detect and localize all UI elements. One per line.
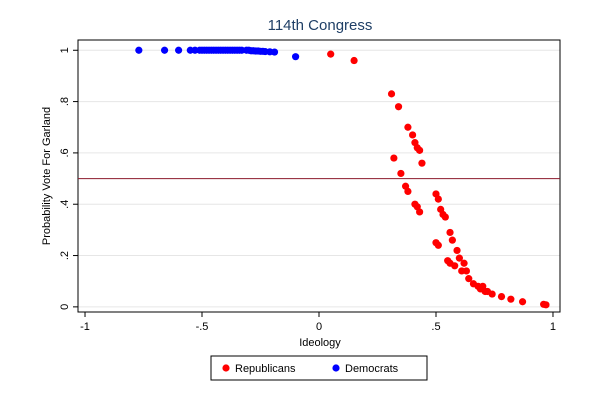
x-tick-label: 1 [550,321,556,333]
legend-box [210,355,428,381]
point-democrats [160,46,169,54]
point-republicans [465,275,473,283]
gridlines [78,49,560,308]
point-republicans [448,236,456,244]
point-republicans [453,246,461,255]
point-republicans [350,56,358,65]
y-tick-label: .2 [59,251,71,260]
plot-area [77,39,561,313]
legend: Republicans Democrats [210,355,428,381]
x-tick-label: -.5 [196,321,209,333]
data-points [135,46,550,309]
x-axis-label: Ideology [299,337,341,349]
point-republicans [394,103,403,111]
y-axis-label: Probability Vote For Garland [41,107,53,245]
point-republicans [418,159,426,167]
y-tick-label: 1 [59,47,71,53]
point-democrats [270,48,279,56]
x-axis-ticks: -1 -.5 0 .5 1 [80,312,556,333]
point-republicans [408,131,417,139]
legend-marker-republicans [222,364,230,372]
y-axis-ticks: 0 .2 .4 .6 .8 1 [59,47,78,310]
y-tick-label: .4 [59,200,71,209]
y-tick-label: .6 [59,148,71,157]
point-republicans [404,187,412,195]
point-republicans [542,301,550,309]
point-democrats [292,53,300,61]
point-republicans [441,213,449,221]
legend-label-democrats: Democrats [345,363,399,375]
point-republicans [462,267,471,275]
point-republicans [397,169,405,178]
point-republicans [416,208,424,216]
point-republicans [416,146,424,154]
x-tick-label: .5 [431,321,440,333]
point-republicans [460,259,468,267]
point-democrats [175,46,183,54]
point-republicans [488,290,496,298]
legend-label-republicans: Republicans [235,363,296,375]
point-republicans [387,90,396,98]
y-tick-label: 0 [59,304,71,310]
point-republicans [434,241,442,249]
y-tick-label: .8 [59,97,71,106]
point-republicans [497,293,506,301]
point-republicans [518,298,527,306]
x-tick-label: -1 [80,321,90,333]
point-republicans [455,254,463,262]
point-republicans [446,228,454,237]
point-republicans [390,154,398,162]
point-republicans [451,262,459,270]
point-republicans [507,295,515,303]
chart-title: 114th Congress [268,17,373,34]
legend-marker-democrats [332,364,340,372]
point-republicans [404,123,412,131]
point-republicans [327,50,335,58]
x-tick-label: 0 [316,321,322,333]
point-democrats [135,46,143,54]
point-republicans [434,195,442,203]
